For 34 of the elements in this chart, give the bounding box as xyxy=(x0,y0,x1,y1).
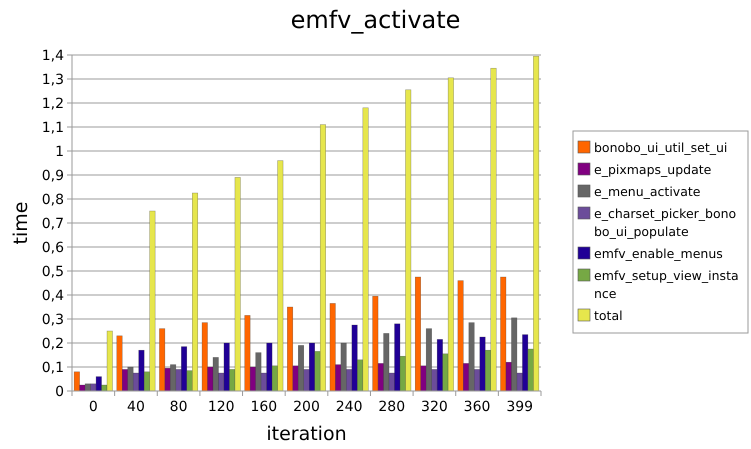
y-tick-label: 0,7 xyxy=(42,216,64,232)
y-tick-label: 1,4 xyxy=(42,48,64,64)
x-tick-label: 200 xyxy=(293,399,320,415)
x-tick-label: 0 xyxy=(88,399,98,415)
y-axis-title: time xyxy=(10,202,32,244)
y-tick-label: 0,8 xyxy=(42,192,64,208)
y-tick-label: 0 xyxy=(55,384,64,400)
x-tick-label: 280 xyxy=(378,399,406,415)
y-tick-label: 1 xyxy=(55,144,64,160)
x-tick-label: 360 xyxy=(464,399,490,415)
x-tick-label: 120 xyxy=(208,399,235,415)
x-tick-label: 80 xyxy=(170,399,188,415)
x-tick-label: 160 xyxy=(250,399,278,415)
y-tick-label: 1,1 xyxy=(42,120,64,136)
y-tick-label: 0,5 xyxy=(42,264,64,280)
legend-label: emfv_enable_menus xyxy=(594,246,723,261)
legend-label: e_pixmaps_update xyxy=(594,162,712,177)
y-tick-label: 0,6 xyxy=(42,240,64,256)
y-tick-label: 0,1 xyxy=(42,360,64,376)
x-tick-label: 240 xyxy=(336,399,363,415)
legend-label: e_menu_activate xyxy=(594,184,701,199)
y-tick-label: 1,2 xyxy=(42,96,64,112)
x-tick-label: 320 xyxy=(421,399,448,415)
chart-title: emfv_activate xyxy=(290,6,460,34)
x-axis-title: iteration xyxy=(266,423,347,445)
y-tick-label: 0,2 xyxy=(42,336,64,352)
y-tick-label: 0,4 xyxy=(42,288,64,304)
legend-label: bonobo_ui_util_set_ui xyxy=(594,140,728,155)
x-tick-label: 40 xyxy=(127,399,145,415)
y-tick-label: 0,3 xyxy=(42,312,64,328)
y-tick-label: 0,9 xyxy=(42,168,64,184)
y-tick-label: 1,3 xyxy=(42,72,64,88)
x-tick-label: 399 xyxy=(506,399,534,415)
legend-label: total xyxy=(594,308,623,323)
